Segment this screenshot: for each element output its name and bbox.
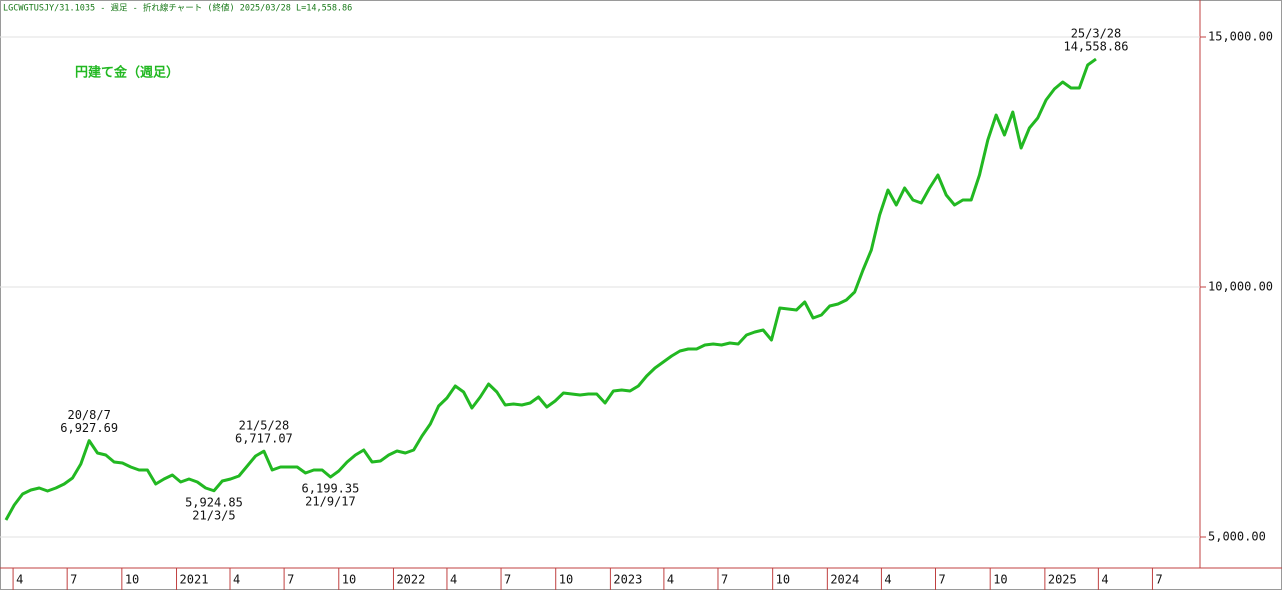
x-tick-label: 7 — [939, 573, 946, 587]
x-tick-label: 4 — [450, 573, 457, 587]
annotation: 21/3/5 — [192, 508, 235, 522]
x-tick-label: 4 — [1101, 573, 1108, 587]
y-tick-label: 5,000.00 — [1208, 530, 1266, 544]
x-tick-label: 2025 — [1048, 573, 1077, 587]
x-tick-label: 2022 — [396, 573, 425, 587]
chart-title: 円建て金（週足） — [75, 65, 179, 81]
y-tick-label: 15,000.00 — [1208, 30, 1273, 44]
annotation: 21/9/17 — [305, 495, 356, 509]
x-tick-label: 2023 — [613, 573, 642, 587]
x-tick-label: 10 — [559, 573, 573, 587]
x-tick-label: 7 — [1155, 573, 1162, 587]
x-tick-label: 7 — [70, 573, 77, 587]
x-tick-label: 10 — [776, 573, 790, 587]
price-line — [4, 57, 1097, 521]
x-tick-label: 7 — [721, 573, 728, 587]
annotation: 14,558.86 — [1063, 40, 1128, 54]
header: LGCWGTUSJY/31.1035 - 週足 - 折れ線チャート (終値) 2… — [3, 3, 352, 14]
annotation: 21/5/28 — [239, 419, 290, 433]
x-tick-label: 4 — [16, 573, 23, 587]
x-tick-label: 7 — [504, 573, 511, 587]
annotation: 5,924.85 — [185, 495, 243, 509]
annotation: 6,199.35 — [302, 482, 360, 496]
annotation: 6,717.07 — [235, 432, 293, 446]
x-tick-label: 10 — [125, 573, 139, 587]
annotation: 25/3/28 — [1071, 27, 1122, 41]
annotation: 6,927.69 — [60, 421, 118, 435]
x-tick-label: 10 — [342, 573, 356, 587]
x-tick-label: 10 — [993, 573, 1007, 587]
x-tick-label: 4 — [233, 573, 240, 587]
annotation: 20/8/7 — [67, 408, 110, 422]
x-tick-label: 4 — [667, 573, 674, 587]
x-tick-label: 4 — [884, 573, 891, 587]
x-tick-label: 7 — [287, 573, 294, 587]
x-tick-label: 2024 — [830, 573, 859, 587]
x-tick-label: 2021 — [180, 573, 209, 587]
y-tick-label: 10,000.00 — [1208, 280, 1273, 294]
